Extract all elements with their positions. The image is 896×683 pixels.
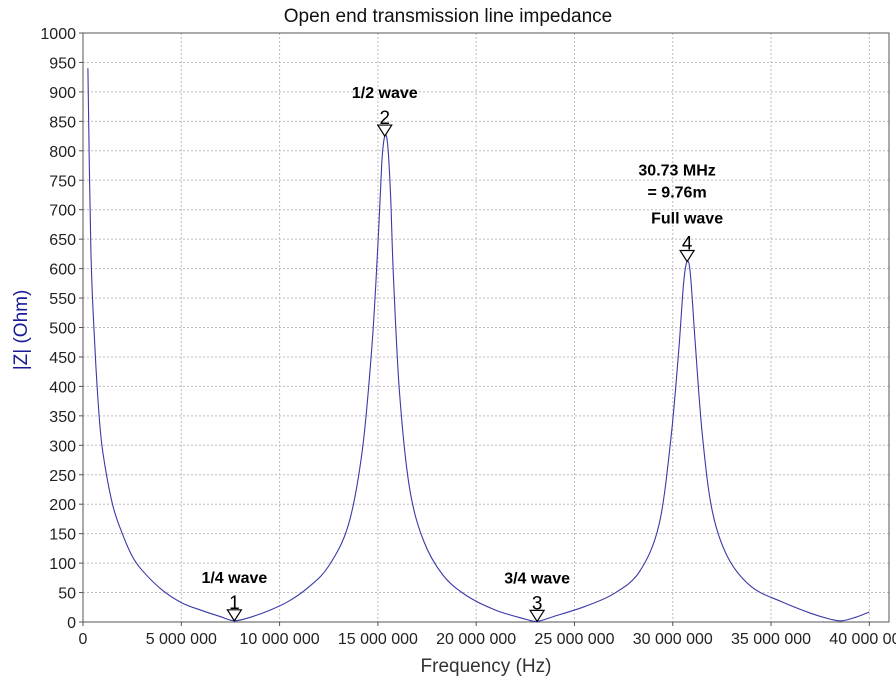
- x-tick-label: 25 000 000: [534, 631, 614, 648]
- marker-annotation: = 9.76m: [648, 185, 707, 202]
- impedance-series-line: [87, 68, 870, 623]
- y-tick-label: 350: [49, 409, 76, 426]
- x-tick-label: 35 000 000: [731, 631, 811, 648]
- y-tick-label: 250: [49, 468, 76, 485]
- x-tick-label: 30 000 000: [633, 631, 713, 648]
- y-tick-label: 750: [49, 173, 76, 190]
- y-tick-label: 600: [49, 262, 76, 279]
- y-tick-label: 850: [49, 114, 76, 131]
- y-axis-ticks: 0 50 100 150 200 250 300 350 400 450 500 550 600 650 7…: [40, 26, 83, 632]
- x-axis-ticks: 0 5 000 000 10 000 000 15 000 000 20 000 000…: [79, 622, 896, 648]
- y-tick-label: 450: [49, 350, 76, 367]
- y-tick-label: 700: [49, 203, 76, 220]
- marker-annotation: 30.73 MHz: [638, 163, 715, 180]
- chart-grid: [82, 32, 889, 623]
- marker-number: 2: [379, 108, 390, 129]
- marker-triangle: [529, 609, 546, 623]
- marker-triangle: [376, 124, 393, 138]
- marker-triangle: [226, 609, 243, 622]
- y-tick-label: 500: [49, 321, 76, 338]
- y-tick-label: 50: [58, 586, 76, 603]
- marker-number: 3: [532, 593, 543, 614]
- y-tick-label: 400: [49, 379, 76, 396]
- x-tick-label: 5 000 000: [146, 631, 217, 648]
- y-axis-label: |Z| (Ohm): [11, 290, 32, 371]
- y-tick-label: 300: [49, 438, 76, 455]
- marker-triangle: [679, 249, 696, 263]
- y-tick-label: 200: [49, 497, 76, 514]
- marker-number: 1: [229, 593, 240, 614]
- marker-3: 3 3/4 wave: [504, 570, 570, 623]
- x-tick-label: 15 000 000: [338, 631, 418, 648]
- marker-label: Full wave: [651, 211, 723, 228]
- chart-title: Open end transmission line impedance: [284, 6, 612, 27]
- y-tick-label: 1000: [40, 26, 76, 43]
- series-layer: [87, 68, 870, 623]
- y-tick-label: 150: [49, 527, 76, 544]
- marker-layer: 1 1/4 wave 2 1/2 wave 3 3/4 wave 4 Full wave 30.…: [201, 85, 723, 623]
- x-axis-label: Frequency (Hz): [421, 656, 552, 677]
- marker-number: 4: [682, 234, 693, 255]
- x-tick-label: 0: [79, 631, 88, 648]
- y-tick-label: 100: [49, 556, 76, 573]
- y-tick-label: 650: [49, 232, 76, 249]
- marker-2: 2 1/2 wave: [352, 85, 418, 138]
- marker-label: 1/4 wave: [201, 570, 267, 587]
- y-tick-label: 950: [49, 55, 76, 72]
- y-tick-label: 800: [49, 144, 76, 161]
- x-tick-label: 10 000 000: [240, 631, 320, 648]
- x-tick-label: 20 000 000: [436, 631, 516, 648]
- x-tick-label: 40 000 000: [829, 631, 896, 648]
- marker-1: 1 1/4 wave: [201, 570, 267, 622]
- marker-label: 3/4 wave: [504, 570, 570, 587]
- marker-label: 1/2 wave: [352, 85, 418, 102]
- marker-4: 4 Full wave 30.73 MHz = 9.76m: [638, 163, 723, 263]
- y-tick-label: 550: [49, 291, 76, 308]
- y-tick-label: 900: [49, 85, 76, 102]
- y-tick-label: 0: [67, 615, 76, 632]
